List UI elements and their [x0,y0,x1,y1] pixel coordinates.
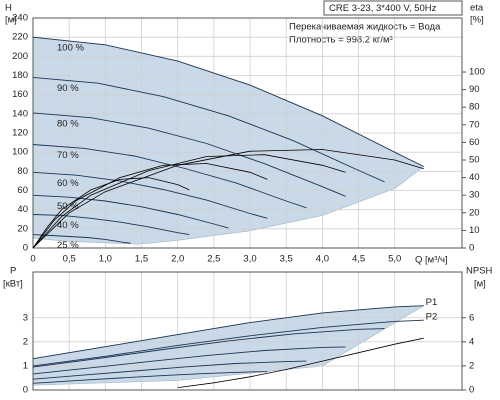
curve [32,112,346,197]
y2-axis-unit: [м] [474,279,486,290]
y-tick-label: 100 [12,147,28,158]
x-tick-label: 2,5 [207,254,220,265]
note: Плотность = 998.2 кг/м³ [289,35,393,46]
operating-region [32,36,425,245]
y2-tick-label: 10 [469,225,480,236]
speed-label: 80 % [57,118,79,129]
y2-tick-label: 0 [469,385,474,396]
curve [32,36,424,167]
y2-tick-label: 4 [469,336,474,347]
y-tick-label: 3 [23,312,28,323]
y-axis-label: P [10,266,16,277]
x-tick-label: 1,0 [99,254,112,265]
y2-tick-label: 100 [469,67,485,78]
x-tick-label: 1,5 [135,254,148,265]
curve [32,346,346,375]
curve [32,154,346,249]
y2-tick-label: 30 [469,190,480,201]
y2-axis-label: NPSH [466,266,493,277]
x-tick-label: 0 [30,254,35,265]
y-tick-label: 220 [12,32,28,43]
y-tick-label: 60 [17,185,28,196]
y2-tick-label: 6 [469,312,474,323]
curve [32,163,268,249]
y2-tick-label: 70 [469,119,480,130]
curve-label: P1 [426,297,438,308]
y-tick-label: 80 [17,166,28,177]
speed-label: 70 % [57,150,79,161]
note: Перекачиваемая жидкость = Вода [289,22,441,33]
y-tick-label: 120 [12,128,28,139]
y2-tick-label: 2 [469,360,474,371]
curve [32,171,268,219]
speed-label: 60 % [57,178,79,189]
curve [32,194,229,229]
y2-axis-label: eta [470,3,484,14]
curve [32,360,307,380]
y2-tick-label: 40 [469,172,480,183]
speed-label: 25 % [57,240,79,251]
speed-label: 50 % [57,201,79,212]
speed-label: 100 % [57,43,84,54]
curve [32,371,268,384]
y-tick-label: 0 [23,385,28,396]
header-box [323,0,463,16]
curve [177,337,424,388]
y2-tick-label: 0 [469,243,474,254]
curve [32,319,424,367]
curve-label: P2 [426,312,438,323]
y-tick-label: 0 [23,243,28,254]
curve [32,76,385,183]
speed-label: 90 % [57,83,79,94]
y-axis-label: H [5,3,12,14]
curve [32,234,131,244]
y2-tick-label: 60 [469,137,480,148]
curve [32,305,424,360]
x-axis-label: Q [м³/ч] [415,255,448,266]
y-tick-label: 200 [12,51,28,62]
y-tick-label: 20 [17,223,28,234]
x-tick-label: 3,5 [280,254,293,265]
y-tick-label: 1 [23,360,28,371]
curve [32,328,385,368]
speed-label: 40 % [57,220,79,231]
curve [32,214,190,236]
y-tick-label: 240 [12,13,28,24]
y-axis-unit: [кВт] [3,279,23,290]
plot-frame [32,17,463,249]
x-tick-label: 2,0 [171,254,184,265]
x-tick-label: 4,5 [352,254,365,265]
curve [32,149,424,249]
y2-tick-label: 80 [469,102,480,113]
header: CRE 3-23, 3*400 V, 50Hz [329,3,437,14]
x-tick-label: 0,5 [63,254,76,265]
curve [32,177,190,249]
y2-tick-label: 50 [469,155,480,166]
y-tick-label: 160 [12,89,28,100]
x-tick-label: 4,0 [316,254,329,265]
plot-frame [32,271,463,391]
y2-tick-label: 90 [469,84,480,95]
y-axis-unit: [м] [5,15,17,26]
y-tick-label: 40 [17,204,28,215]
y2-axis-unit: [%] [470,15,484,26]
y-tick-label: 140 [12,108,28,119]
y2-tick-label: 20 [469,207,480,218]
curve [32,144,307,209]
y-tick-label: 2 [23,336,28,347]
x-tick-label: 5,0 [388,254,401,265]
x-tick-label: 3,0 [243,254,256,265]
y-tick-label: 180 [12,70,28,81]
